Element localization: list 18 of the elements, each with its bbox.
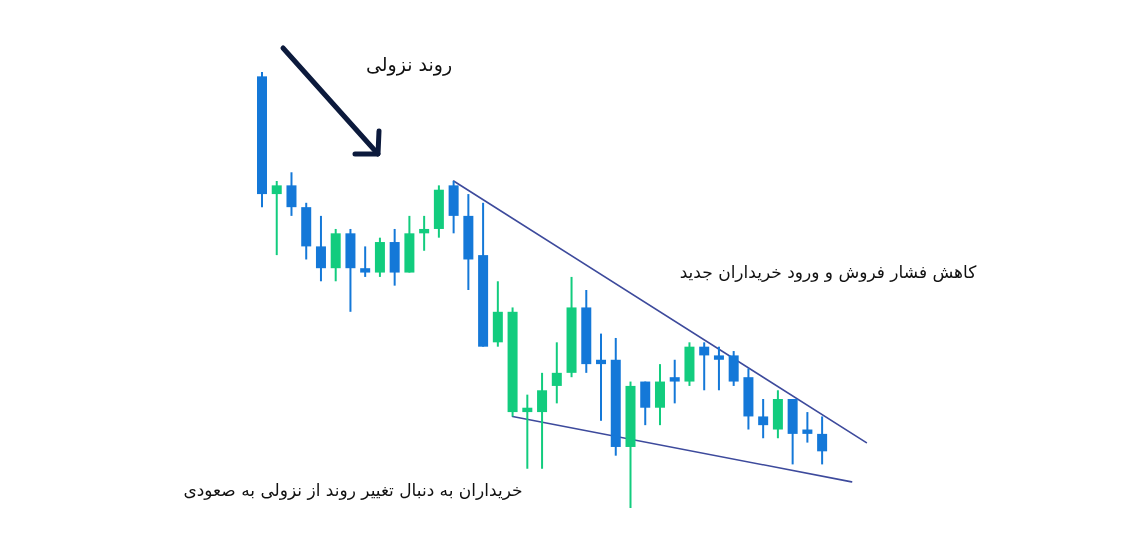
candlestick [286, 171, 297, 217]
candlestick [419, 214, 430, 252]
candlestick [817, 415, 828, 466]
candlestick [699, 341, 710, 392]
candlestick [271, 180, 282, 257]
annotation: روند نزولی [365, 53, 453, 76]
candlestick [713, 345, 724, 392]
candlestick [360, 245, 371, 278]
annotation: کاهش فشار فروش و ورود خریداران جدید [679, 262, 978, 282]
candlestick [802, 411, 813, 444]
candlestick [758, 398, 769, 440]
candlestick [596, 332, 607, 422]
annotation: خریداران به دنبال تغییر روند از نزولی به صعودی [183, 480, 523, 500]
candlestick [537, 371, 548, 470]
candlestick [522, 393, 533, 470]
candlestick [669, 358, 680, 405]
candlestick [315, 214, 326, 283]
candlestick [551, 341, 562, 405]
